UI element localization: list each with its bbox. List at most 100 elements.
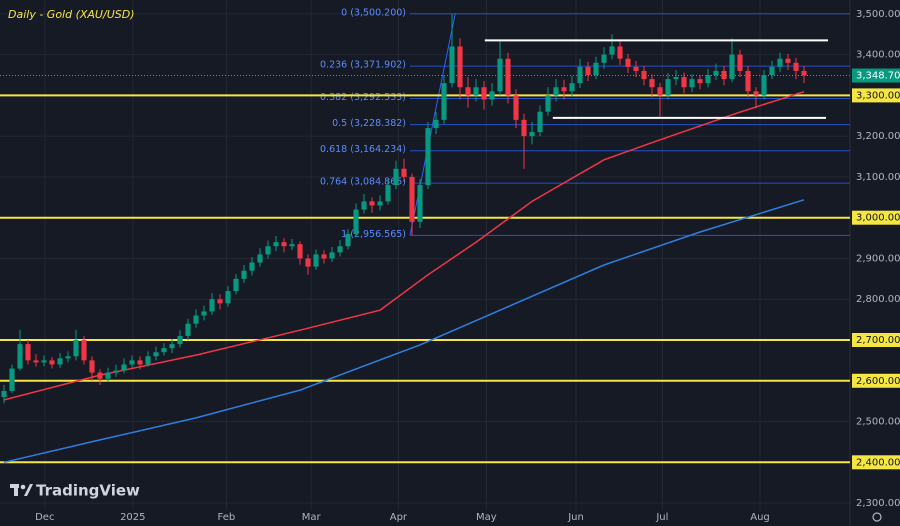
candle-body <box>385 185 391 202</box>
level-price-box <box>852 373 900 388</box>
candle-body <box>137 360 143 365</box>
candle-body <box>145 356 151 365</box>
y-tick-label: 3,500.000 <box>856 9 900 20</box>
candle-body <box>337 246 343 253</box>
candle-body <box>617 46 623 59</box>
candle-body <box>721 70 727 80</box>
candle-body <box>369 201 375 206</box>
candle-body <box>601 54 607 63</box>
y-tick-label: 2,900.000 <box>856 253 900 264</box>
x-tick-label: 2025 <box>120 512 145 523</box>
fib-label: 0.764 (3,084.865) <box>320 177 406 188</box>
moving-average <box>3 199 805 464</box>
candle-body <box>457 46 463 88</box>
candle-body <box>625 58 631 67</box>
candle-body <box>705 75 711 84</box>
settings-icon[interactable] <box>872 512 882 522</box>
candle-body <box>281 242 287 247</box>
candle-body <box>345 234 351 247</box>
candle-body <box>521 119 527 137</box>
candle-body <box>409 176 415 222</box>
chart-title: Daily - Gold (XAU/USD) <box>8 8 135 21</box>
candle-body <box>89 360 95 373</box>
candle-body <box>33 360 39 363</box>
candle-body <box>513 95 519 120</box>
candle-body <box>793 62 799 71</box>
x-tick-label: Apr <box>390 512 408 523</box>
candle-body <box>665 79 671 96</box>
y-tick-label: 2,700.000 <box>856 335 900 346</box>
candle-body <box>129 360 135 365</box>
y-tick-label: 2,800.000 <box>856 294 900 305</box>
candle-body <box>449 46 455 84</box>
plot-area: 0 (3,500.200) 0.236 (3,371.902) 0.382 (3,2… <box>0 0 851 526</box>
candle-body <box>257 254 263 263</box>
level-price-box <box>852 88 900 103</box>
candle-body <box>489 91 495 100</box>
candle-body <box>305 258 311 267</box>
candle-body <box>393 168 399 186</box>
y-tick-label: 3,400.000 <box>856 50 900 61</box>
candle-body <box>41 360 47 363</box>
candle-body <box>689 79 695 88</box>
candle-body <box>297 244 303 259</box>
candle-body <box>1 390 7 398</box>
candle-body <box>553 87 559 96</box>
candle-body <box>377 201 383 206</box>
candle-body <box>209 299 215 312</box>
candle-body <box>441 83 447 120</box>
candle-body <box>225 291 231 304</box>
candle-body <box>121 364 127 371</box>
candle-body <box>321 254 327 259</box>
candle-body <box>681 77 687 88</box>
candle-body <box>497 58 503 92</box>
candle-body <box>273 242 279 247</box>
candle-body <box>745 70 751 92</box>
candle-body <box>505 58 511 96</box>
candle-body <box>289 244 295 247</box>
level-price-box <box>852 333 900 347</box>
candle-body <box>9 368 15 391</box>
x-tick-label: May <box>476 512 497 523</box>
candle-body <box>545 95 551 112</box>
y-tick-label: 2,300.000 <box>856 498 900 509</box>
candle-body <box>113 370 119 373</box>
moving-average <box>3 90 805 401</box>
candle-body <box>529 132 535 137</box>
candle-body <box>713 70 719 76</box>
x-tick-label: Jun <box>567 512 584 523</box>
candle-body <box>81 340 87 361</box>
fib-label: 0.236 (3,371.902) <box>320 60 406 71</box>
x-tick-label: Mar <box>302 512 322 523</box>
candle-body <box>65 356 71 359</box>
candle-body <box>473 87 479 96</box>
candle-body <box>353 209 359 235</box>
candle-body <box>153 352 159 357</box>
candle-body <box>361 201 367 210</box>
watermark: TradingView <box>36 482 140 500</box>
x-tick-label: Aug <box>750 512 770 523</box>
candle-body <box>329 252 335 259</box>
candle-body <box>177 335 183 345</box>
fib-label: 0.5 (3,228.382) <box>332 118 406 129</box>
fib-label: 0.618 (3,164.234) <box>320 144 406 155</box>
candle-body <box>169 344 175 349</box>
candle-body <box>769 66 775 76</box>
fib-label: 1 (2,956.565) <box>341 229 406 240</box>
candle-body <box>465 87 471 96</box>
candle-body <box>577 66 583 84</box>
candle-body <box>785 58 791 63</box>
candle-body <box>57 358 63 365</box>
candle-body <box>641 70 647 80</box>
candle-body <box>753 91 759 96</box>
candle-body <box>777 58 783 67</box>
candle-body <box>161 348 167 353</box>
candle-body <box>481 87 487 100</box>
candle-body <box>585 66 591 76</box>
candle-body <box>97 372 103 379</box>
candle-body <box>417 185 423 222</box>
fib-label: 0.382 (3,292.533) <box>320 92 406 103</box>
candle-body <box>193 315 199 324</box>
candle-body <box>425 128 431 186</box>
